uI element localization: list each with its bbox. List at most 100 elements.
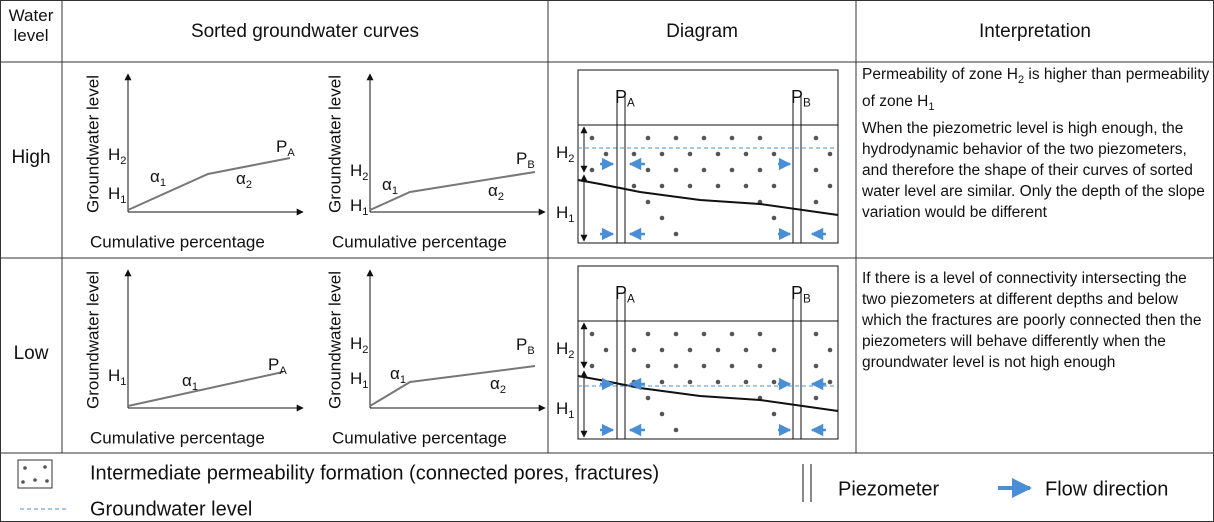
h1-label: H1	[108, 184, 126, 206]
diagram-h1: H1	[556, 203, 574, 225]
piezometer-label-sub: A	[287, 147, 295, 159]
legend-flow: Flow direction	[1045, 478, 1168, 500]
text-run: Permeability of zone H	[862, 66, 1018, 83]
pore-dot	[659, 411, 665, 417]
diagram-pa: PA	[615, 283, 635, 306]
curve	[127, 371, 284, 407]
x-axis-label: Cumulative percentage	[332, 428, 507, 447]
h2-label: H2	[350, 161, 368, 183]
piezometer-wall	[800, 291, 802, 439]
diagram-pa-base: P	[615, 87, 627, 107]
pore-dot	[603, 151, 609, 157]
diagram-pb-base: P	[791, 283, 803, 303]
interpretation-cell: If there is a level of connectivity inte…	[862, 268, 1210, 373]
alpha1-label-base: α	[182, 371, 192, 390]
diagram-pb-sub: B	[803, 96, 811, 109]
pore-dot	[827, 151, 833, 157]
pore-dot	[729, 331, 735, 337]
dot	[33, 478, 37, 482]
pore-dot	[729, 135, 735, 141]
pore-dot	[729, 167, 735, 173]
piezometer-wall	[616, 291, 618, 439]
curve	[369, 171, 536, 211]
x-axis-label: Cumulative percentage	[90, 428, 265, 447]
curve	[127, 157, 291, 211]
diagram-h1-sub: 1	[568, 409, 574, 421]
alpha2-label: α2	[488, 181, 504, 203]
diagram-pa-sub: A	[627, 96, 635, 109]
pore-dot	[715, 347, 721, 353]
pore-dot	[631, 151, 637, 157]
pore-dot	[589, 135, 595, 141]
pore-dot	[813, 135, 819, 141]
pore-dot	[687, 151, 693, 157]
piezometer-label-sub: B	[527, 345, 534, 357]
pore-dot	[701, 167, 707, 173]
h1-label: H1	[350, 196, 368, 218]
pore-dot	[813, 199, 819, 205]
water-level: High	[11, 147, 50, 168]
pore-dot	[729, 363, 735, 369]
interpretation-cell: Permeability of zone H2 is higher than p…	[862, 64, 1210, 223]
alpha2-label-sub: 2	[500, 384, 506, 396]
pore-dot	[701, 135, 707, 141]
interpretation-paragraph: When the piezometric level is high enoug…	[862, 118, 1210, 223]
pore-dot	[771, 411, 777, 417]
subscript: 1	[928, 101, 935, 114]
piezometer-label-base: P	[276, 137, 287, 156]
diagram-h2: H2	[556, 143, 574, 165]
alpha2-label-base: α	[490, 374, 500, 393]
alpha2-label-sub: 2	[498, 191, 504, 203]
piezometer-label-base: P	[268, 355, 279, 374]
diagram-h1: H1	[556, 399, 574, 421]
h1-label-sub: 1	[120, 194, 126, 206]
alpha2-label: α2	[490, 374, 506, 396]
h1-label: H1	[108, 366, 126, 388]
h1-label: H1	[350, 369, 368, 391]
alpha1-label-sub: 1	[160, 177, 166, 189]
x-axis-label: Cumulative percentage	[332, 232, 507, 251]
diagram-h2-base: H	[556, 339, 568, 358]
pore-dot	[631, 183, 637, 189]
alpha1-label: α1	[182, 371, 198, 393]
diagram-h2-sub: 2	[568, 349, 574, 361]
pore-dot	[701, 363, 707, 369]
h2-label-sub: 2	[120, 155, 126, 167]
alpha1-label-base: α	[390, 364, 400, 383]
interpretation: Permeability of zone H2 is higher than p…	[862, 64, 1210, 223]
pore-dot	[659, 183, 665, 189]
header-diagram: Diagram	[666, 21, 738, 42]
pore-dot	[743, 379, 749, 385]
piezometer-wall	[624, 95, 626, 243]
pore-dot	[757, 167, 763, 173]
pore-dot	[673, 135, 679, 141]
diagram-pb: PB	[791, 283, 811, 306]
pore-dot	[673, 427, 679, 433]
diagram-pa: PA	[615, 87, 635, 110]
pore-dot	[813, 331, 819, 337]
piezometer-label-sub: A	[279, 365, 287, 377]
pore-dot	[743, 183, 749, 189]
pore-dot	[715, 379, 721, 385]
alpha1-label: α1	[150, 167, 166, 189]
piezometer-wall	[624, 291, 626, 439]
alpha1-label-base: α	[150, 167, 160, 186]
piezometer-wall	[792, 291, 794, 439]
alpha1-label-base: α	[382, 175, 392, 194]
h2-label-sub: 2	[362, 344, 368, 356]
pore-dot	[645, 199, 651, 205]
h1-label-sub: 1	[362, 379, 368, 391]
dot	[43, 465, 47, 469]
pore-dot	[659, 151, 665, 157]
alpha1-label-sub: 1	[400, 374, 406, 386]
pore-dot	[813, 395, 819, 401]
interpretation: If there is a level of connectivity inte…	[862, 268, 1210, 373]
pore-dot	[771, 151, 777, 157]
h2-label-base: H	[108, 145, 120, 164]
alpha1-label: α1	[390, 364, 406, 386]
pore-dot	[743, 347, 749, 353]
curve	[369, 365, 536, 407]
h2-label-base: H	[350, 334, 362, 353]
pore-dot	[743, 151, 749, 157]
text-run: When the piezometric level is high enoug…	[862, 120, 1205, 222]
